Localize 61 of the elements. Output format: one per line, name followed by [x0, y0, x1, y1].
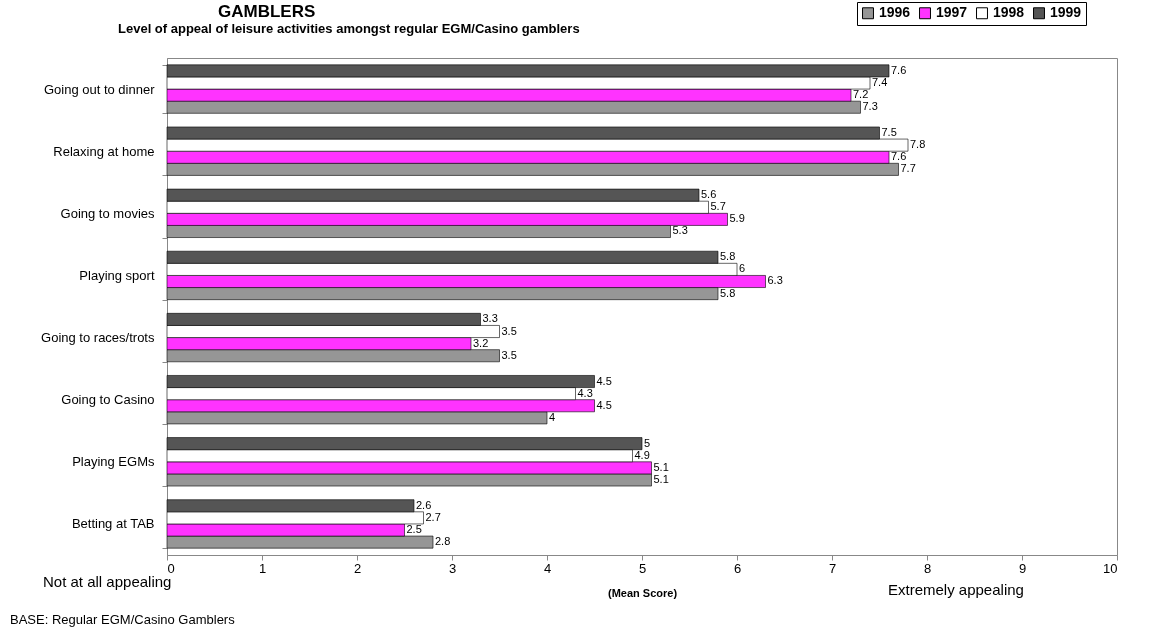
data-label: 7.6 [891, 150, 907, 163]
x-tick-label: 9 [1018, 560, 1027, 576]
data-label: 2.8 [435, 535, 451, 548]
data-label: 5.3 [672, 224, 688, 237]
data-label: 2.5 [406, 522, 422, 535]
data-label: 6 [739, 262, 746, 275]
x-axis-title: (Mean Score) [607, 586, 678, 599]
data-label: 3.3 [482, 312, 498, 325]
data-label: 5.8 [720, 250, 736, 263]
legend-label: 1997 [936, 4, 968, 21]
data-label: 7.8 [910, 138, 926, 151]
y-tick-label: Going to Casino [61, 392, 155, 408]
data-label: 7.7 [900, 162, 916, 175]
data-label: 3.5 [501, 324, 517, 337]
x-tick-label: 1 [258, 560, 267, 576]
data-label: 7.6 [891, 63, 907, 76]
y-tick-label: Playing sport [79, 267, 155, 283]
data-label: 7.3 [862, 100, 878, 113]
data-label: 5 [644, 436, 651, 449]
chart-subtitle: Level of appeal of leisure activities amongst regular EGM/Casino gamblers [118, 21, 580, 36]
data-label: 2.7 [425, 510, 441, 523]
legend-label: 1999 [1050, 4, 1082, 21]
data-label: 3.2 [473, 336, 489, 349]
data-label: 6.3 [767, 274, 783, 287]
legend-label: 1998 [993, 4, 1025, 21]
y-tick-label: Betting at TAB [71, 516, 155, 532]
data-label: 5.8 [720, 286, 736, 299]
data-label: 5.1 [653, 460, 669, 473]
y-tick-label: Going to races/trots [41, 330, 155, 346]
x-tick-label: 3 [448, 560, 457, 576]
x-tick-label: 2 [353, 560, 362, 576]
data-label: 5.9 [729, 212, 745, 225]
data-label: 7.5 [881, 126, 897, 139]
text: Extremely appealing [888, 581, 1024, 598]
data-label: 4.5 [596, 374, 612, 387]
x-tick-label: 6 [733, 560, 742, 576]
data-label: 4.9 [634, 448, 650, 461]
data-label: 4.5 [596, 398, 612, 411]
data-label: 5.7 [710, 200, 726, 213]
data-label: 2.6 [416, 498, 432, 511]
x-tick-label: 0 [167, 560, 175, 576]
y-tick-label: Going out to dinner [43, 81, 156, 97]
data-label: 5.6 [701, 188, 717, 201]
data-label: 7.4 [872, 76, 888, 89]
y-tick-label: Relaxing at home [53, 143, 155, 159]
x-tick-label: 7 [828, 560, 837, 576]
text: Not at all appealing [43, 573, 172, 590]
data-label: 7.2 [853, 88, 869, 101]
chart-title: GAMBLERS [218, 2, 316, 22]
x-tick-label: 10 [1103, 560, 1118, 576]
legend-label: 1996 [879, 4, 911, 21]
text: BASE: Regular EGM/Casino Gamblers [10, 612, 235, 627]
data-label: 4.3 [577, 386, 593, 399]
y-tick-label: Going to movies [60, 205, 155, 221]
data-label: 3.5 [501, 348, 517, 361]
data-label: 4 [549, 410, 556, 423]
x-tick-label: 5 [638, 560, 647, 576]
y-tick-label: Playing EGMs [72, 454, 155, 470]
x-tick-label: 4 [543, 560, 552, 576]
data-label: 5.1 [653, 472, 669, 485]
x-tick-label: 8 [923, 560, 932, 576]
